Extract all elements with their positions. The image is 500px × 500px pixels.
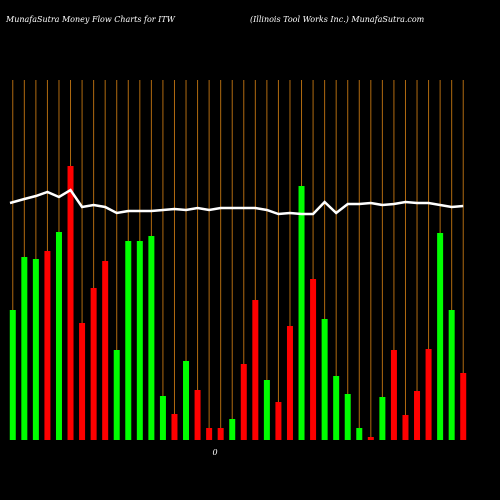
bar xyxy=(206,428,213,440)
bar xyxy=(21,257,28,440)
bar xyxy=(333,376,340,440)
bar xyxy=(125,241,132,440)
bar xyxy=(252,300,259,440)
bar xyxy=(298,186,305,440)
bar xyxy=(229,419,236,440)
bar xyxy=(217,428,224,440)
chart-title: MunafaSutra Money Flow Charts for ITW xyxy=(5,15,176,24)
bar xyxy=(448,310,455,440)
money-flow-line xyxy=(9,188,464,216)
bar xyxy=(390,350,397,440)
bar xyxy=(90,288,97,440)
bar xyxy=(9,310,16,440)
bar xyxy=(183,361,190,440)
bar xyxy=(344,394,351,440)
bar xyxy=(310,279,317,440)
bar xyxy=(79,323,86,440)
bar xyxy=(102,261,109,440)
bar xyxy=(321,319,328,440)
bar xyxy=(402,415,409,440)
bar xyxy=(275,402,282,440)
bar xyxy=(286,326,293,440)
bar xyxy=(425,349,432,440)
bar xyxy=(113,350,120,440)
bar xyxy=(263,380,270,440)
bar xyxy=(55,232,62,440)
bar xyxy=(460,373,467,440)
bar xyxy=(159,396,166,440)
bar xyxy=(379,397,386,440)
bar xyxy=(356,428,363,440)
bar xyxy=(194,390,201,440)
bar xyxy=(67,166,74,440)
bar xyxy=(414,391,421,440)
x-axis-label: 0 xyxy=(212,448,217,457)
bar xyxy=(148,236,155,440)
bar xyxy=(171,414,178,440)
bar xyxy=(240,364,247,440)
bar xyxy=(32,259,39,440)
chart-subtitle: (Illinois Tool Works Inc.) MunafaSutra.c… xyxy=(250,15,425,24)
bar xyxy=(367,437,374,440)
bar xyxy=(44,251,51,440)
bar xyxy=(136,241,143,440)
bar xyxy=(437,233,444,440)
